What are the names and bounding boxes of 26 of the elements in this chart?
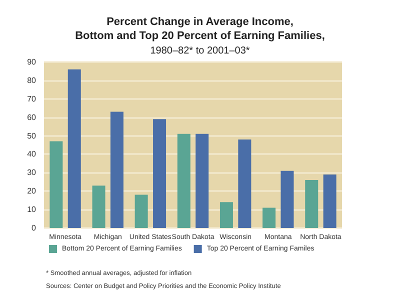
bar	[220, 202, 233, 228]
y-tick-label: 90	[27, 58, 37, 66]
chart-title: Percent Change in Average Income, Bottom and Top 20 Percent of Earning Families,	[75, 16, 325, 42]
y-tick-label: 20	[27, 186, 37, 196]
bar	[134, 194, 148, 228]
y-tick-label: 80	[27, 76, 37, 85]
bar	[153, 119, 166, 228]
y-tick-label: 50	[27, 131, 37, 140]
bar	[92, 186, 106, 228]
bar	[238, 139, 252, 228]
bar	[68, 69, 81, 228]
chart-subtitle: 1980–82* to 2001–03*	[150, 46, 250, 56]
y-tick-label: 40	[27, 150, 37, 159]
bar	[305, 180, 318, 228]
bar	[280, 170, 294, 228]
bar	[177, 134, 190, 228]
bar	[323, 174, 336, 228]
y-tick-label: 10	[27, 205, 37, 214]
bar	[110, 112, 124, 228]
y-tick-label: 60	[27, 112, 37, 122]
bar	[196, 134, 209, 228]
y-tick-label: 0	[32, 224, 37, 232]
bar	[50, 141, 63, 228]
bar	[262, 208, 276, 228]
y-tick-label: 30	[27, 168, 37, 178]
y-tick-label: 70	[27, 94, 37, 104]
